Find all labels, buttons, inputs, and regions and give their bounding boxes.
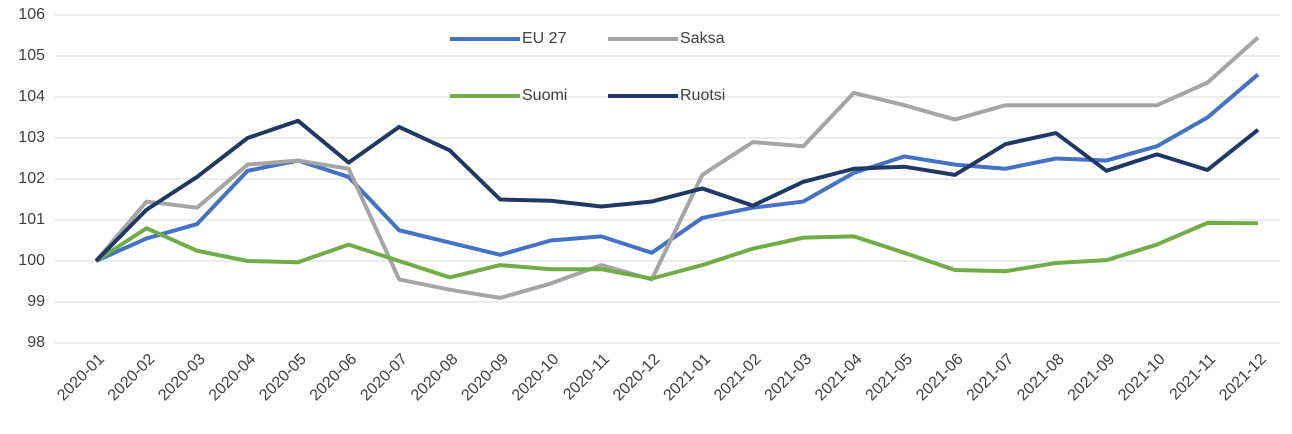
x-tick-label: 2020-06 bbox=[307, 351, 361, 405]
x-tick-label: 2020-04 bbox=[206, 351, 260, 405]
legend-label: Ruotsi bbox=[680, 87, 725, 104]
line-series bbox=[94, 118, 1260, 263]
x-tick-label: 2021-08 bbox=[1014, 351, 1068, 405]
line-series bbox=[95, 72, 1260, 263]
x-tick-label: 2021-12 bbox=[1216, 351, 1270, 405]
y-tick-label: 100 bbox=[18, 252, 45, 269]
line-series bbox=[94, 36, 1260, 300]
legend-label: Saksa bbox=[680, 30, 725, 47]
x-tick-label: 2020-08 bbox=[408, 351, 462, 405]
y-tick-label: 98 bbox=[27, 334, 45, 351]
x-tick-label: 2021-11 bbox=[1167, 351, 1220, 404]
x-tick-label: 2020-05 bbox=[256, 351, 310, 405]
x-tick-label: 2021-09 bbox=[1065, 351, 1119, 405]
y-tick-label: 104 bbox=[18, 88, 45, 105]
x-tick-label: 2020-10 bbox=[509, 351, 563, 405]
x-tick-label: 2021-10 bbox=[1115, 351, 1169, 405]
y-tick-label: 103 bbox=[18, 129, 45, 146]
x-tick-label: 2021-01 bbox=[661, 351, 715, 405]
x-tick-label: 2021-07 bbox=[964, 351, 1018, 405]
x-tick-label: 2020-02 bbox=[105, 351, 159, 405]
x-tick-label: 2021-03 bbox=[762, 351, 816, 405]
y-tick-label: 101 bbox=[18, 211, 45, 228]
y-tick-label: 102 bbox=[18, 170, 45, 187]
y-tick-label: 105 bbox=[18, 47, 45, 64]
x-tick-label: 2020-12 bbox=[610, 351, 664, 405]
x-tick-label: 2020-01 bbox=[54, 351, 108, 405]
x-tick-label: 2020-03 bbox=[155, 351, 209, 405]
x-tick-label: 2021-02 bbox=[711, 351, 765, 405]
y-tick-label: 106 bbox=[18, 6, 45, 23]
x-tick-label: 2021-04 bbox=[812, 351, 866, 405]
x-tick-label: 2021-06 bbox=[913, 351, 967, 405]
line-series bbox=[94, 220, 1259, 281]
x-tick-label: 2020-07 bbox=[357, 351, 411, 405]
y-tick-label: 99 bbox=[27, 293, 45, 310]
x-tick-label: 2020-09 bbox=[458, 351, 512, 405]
legend-label: Suomi bbox=[522, 87, 567, 104]
legend-label: EU 27 bbox=[522, 30, 567, 47]
x-tick-label: 2021-05 bbox=[863, 351, 917, 405]
x-tick-label: 2020-11 bbox=[560, 351, 613, 404]
